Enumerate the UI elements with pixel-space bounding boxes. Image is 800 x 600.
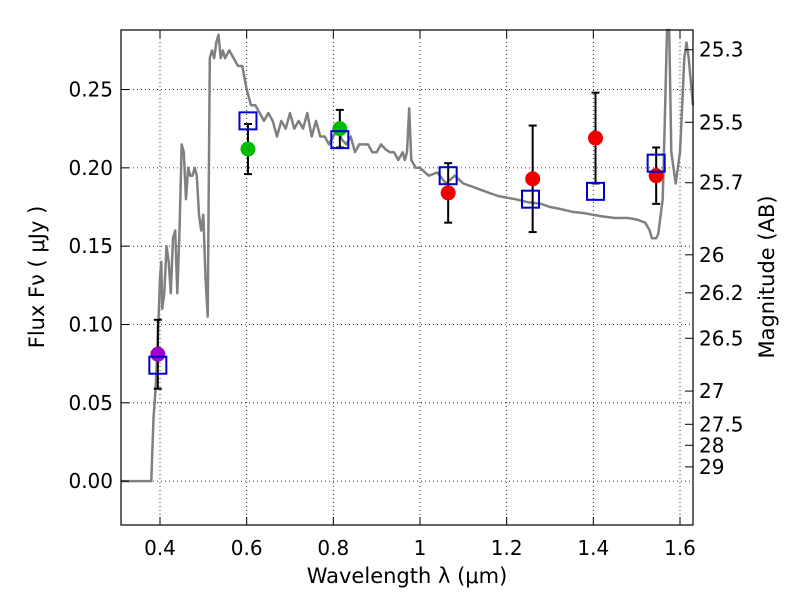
y-tick-label: 0.15 (68, 234, 113, 258)
sed-model-line (121, 28, 695, 483)
observed-flux-point (588, 130, 603, 146)
model-flux-square (646, 153, 666, 173)
observed-flux-point (648, 168, 664, 184)
model-flux-square (586, 181, 605, 201)
y-axis-label: Flux Fν ( μJy ) (25, 206, 49, 349)
ticks: 0.4 0.6 0.8 1 1.2 1.4 1.6 0.00 0.05 0.10 0.15 0.20 0… (68, 30, 744, 560)
x-tick-label: 1.4 (577, 536, 609, 560)
x-tick-label: 1 (414, 536, 427, 560)
y-tick-label: 0.05 (68, 391, 113, 415)
observed-flux-point (525, 171, 541, 187)
y-tick-label: 0.10 (68, 312, 113, 336)
magnitude-tick-label: 25.7 (699, 171, 744, 195)
x-tick-label: 1.6 (664, 536, 696, 560)
observed-flux-point (440, 185, 456, 201)
magnitude-tick-label: 26.2 (699, 281, 744, 305)
model-flux-square (148, 355, 168, 375)
observed-flux-point (332, 121, 348, 137)
magnitude-tick-label: 25.3 (699, 38, 744, 62)
magnitude-tick-label: 26.5 (699, 326, 744, 350)
magnitude-tick-label: 25.5 (699, 110, 744, 134)
observed-flux-point (240, 141, 256, 157)
observed-flux-point (150, 346, 166, 362)
x-tick-label: 0.6 (231, 536, 263, 560)
y-tick-label: 0.00 (68, 469, 113, 493)
y-right-axis-label: Magnitude (AB) (755, 195, 779, 358)
y-tick-label: 0.25 (68, 78, 113, 102)
x-tick-label: 0.4 (144, 536, 176, 560)
x-tick-label: 0.8 (317, 536, 349, 560)
model-flux-square (330, 130, 350, 150)
plot-area (121, 28, 695, 483)
model-flux-square (521, 189, 540, 209)
x-axis-label: Wavelength λ (μm) (307, 564, 508, 588)
magnitude-tick-label: 27 (699, 379, 724, 403)
grid (121, 30, 693, 525)
axes-frame (120, 29, 694, 526)
x-tick-label: 1.2 (491, 536, 523, 560)
magnitude-tick-label: 26 (699, 243, 724, 267)
magnitude-tick-label: 28 (699, 433, 724, 457)
magnitude-tick-label: 27.5 (699, 412, 744, 436)
model-flux-square (438, 166, 458, 186)
y-tick-label: 0.20 (68, 156, 113, 180)
model-flux-square (238, 111, 258, 131)
magnitude-tick-label: 29 (699, 455, 724, 479)
